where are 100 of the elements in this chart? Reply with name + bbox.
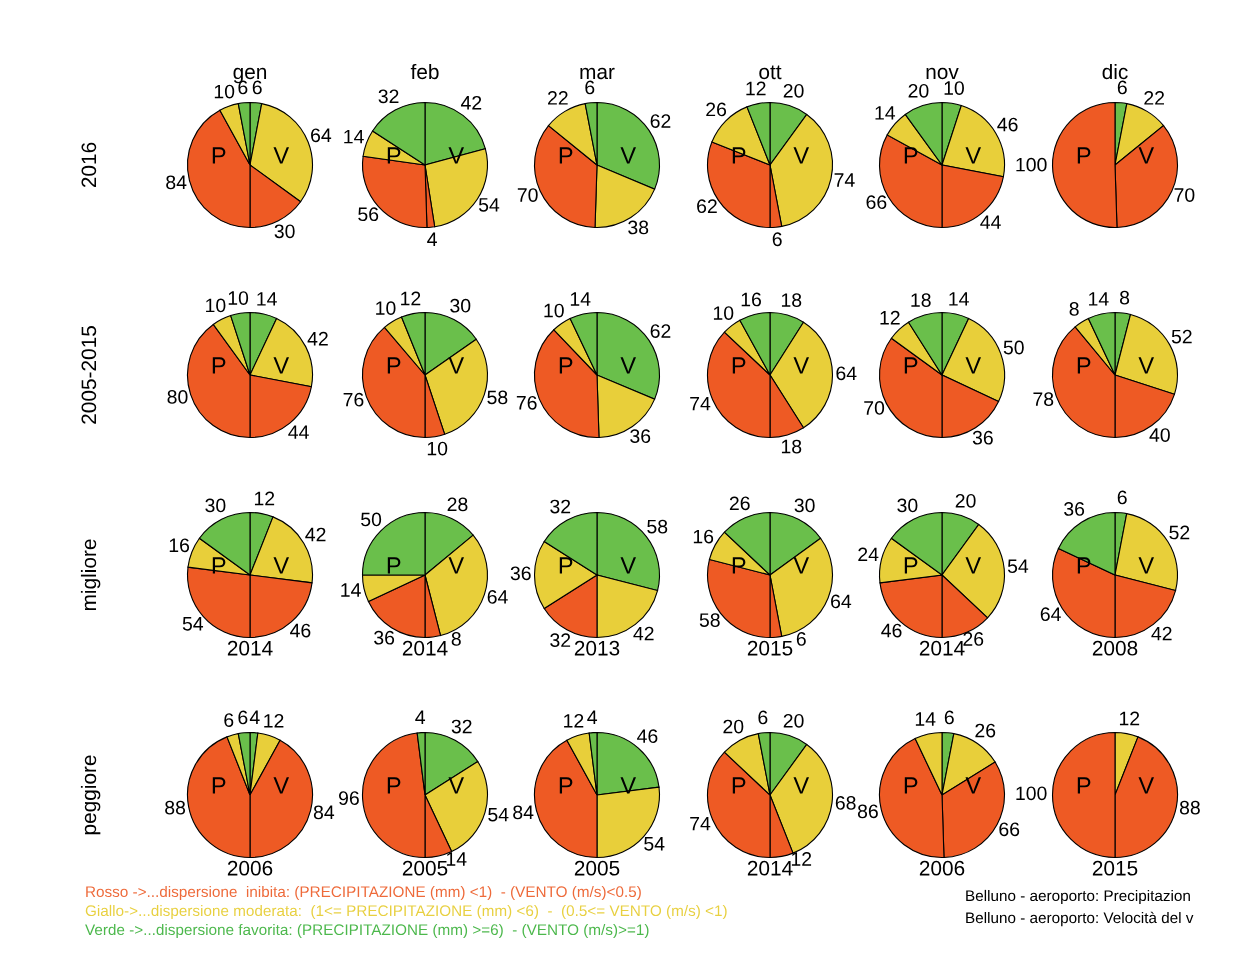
data-label: 10 — [214, 84, 235, 99]
data-label: 32 — [550, 633, 571, 648]
text: P — [1077, 357, 1091, 374]
text: 2014 — [919, 640, 965, 656]
data-label: 64 — [487, 590, 508, 604]
text: P — [904, 777, 918, 794]
text: V — [620, 777, 637, 794]
data-label: 20 — [955, 493, 976, 508]
text: P — [387, 357, 401, 374]
text: V — [793, 777, 810, 794]
data-label: 30 — [205, 498, 226, 513]
data-label: 18 — [781, 293, 802, 307]
data-label: 30 — [897, 498, 918, 513]
data-label: 16 — [169, 538, 190, 553]
data-label: 42 — [305, 527, 326, 542]
text: Belluno - aeroporto: Precipitazion — [966, 889, 1190, 905]
text: V — [1138, 557, 1155, 574]
data-label: 52 — [1169, 525, 1190, 540]
text: V — [448, 777, 465, 794]
chart-title: nov — [926, 67, 959, 80]
data-label: 14 — [446, 852, 467, 866]
data-label: 6 — [758, 710, 768, 725]
text: V — [273, 557, 290, 574]
data-label: 8 — [451, 632, 461, 646]
data-label: 62 — [650, 324, 671, 338]
data-label: 10 — [206, 298, 226, 313]
data-label: 26 — [729, 496, 750, 511]
data-label: 6 — [585, 80, 595, 95]
text: 2005 — [402, 860, 448, 876]
data-label: 78 — [1033, 392, 1054, 407]
data-label: 10 — [944, 81, 964, 95]
data-label: 12 — [880, 310, 900, 325]
data-label: 30 — [274, 224, 295, 239]
text: V — [965, 357, 982, 374]
data-label: 32 — [378, 89, 399, 104]
data-label: 54 — [1007, 559, 1029, 574]
data-label: 22 — [1144, 91, 1165, 105]
data-label: 14 — [875, 106, 896, 120]
text: V — [448, 357, 465, 374]
chart-title: mar — [580, 67, 615, 80]
data-label: 88 — [1179, 800, 1200, 815]
data-label: 16 — [741, 292, 761, 307]
data-label: 70 — [517, 188, 538, 202]
text: 2005-2015 — [81, 326, 97, 424]
data-label: 50 — [1003, 340, 1024, 355]
data-label: 84 — [513, 805, 534, 820]
text: 2014 — [747, 860, 793, 876]
text: P — [387, 557, 401, 574]
data-label: 68 — [835, 796, 856, 810]
data-label: 26 — [963, 632, 984, 646]
data-label: 44 — [980, 215, 1001, 229]
data-label: 96 — [339, 791, 359, 806]
text: P — [1077, 557, 1091, 574]
data-label: 74 — [690, 396, 711, 411]
text: P — [904, 557, 918, 574]
data-label: 100 — [1016, 157, 1047, 172]
text: Rosso ->...dispersione inibita: (PRECIPITAZIONE (mm) <1) - (VENTO (m/s)<0.5) — [86, 885, 641, 901]
data-label: 14 — [1089, 292, 1109, 306]
data-label: 54 — [644, 837, 665, 851]
text: V — [620, 147, 637, 164]
data-label: 6 — [944, 710, 954, 725]
data-label: 10 — [713, 306, 734, 320]
data-label: 4 — [249, 710, 260, 724]
data-label: 50 — [361, 512, 382, 527]
text: P — [559, 147, 573, 164]
text: V — [793, 147, 810, 164]
text: V — [448, 557, 465, 574]
text: V — [793, 357, 810, 374]
data-label: 10 — [427, 441, 448, 456]
data-label: 12 — [791, 852, 812, 866]
data-label: 18 — [911, 293, 931, 307]
data-label: 76 — [343, 392, 364, 407]
data-label: 4 — [587, 710, 598, 724]
chart-title: dic — [1102, 63, 1128, 80]
data-label: 4 — [427, 232, 437, 246]
data-label: 74 — [690, 816, 711, 831]
text: P — [559, 777, 573, 794]
data-label: 74 — [834, 173, 855, 187]
text: P — [732, 777, 746, 794]
text: V — [620, 357, 637, 374]
text: Verde ->...dispersione favorita: (PRECIPITAZIONE (mm) >=6) - (VENTO (m/s)>=1) — [85, 923, 649, 939]
data-label: 66 — [999, 822, 1020, 837]
data-label: 30 — [450, 298, 471, 313]
data-label: 36 — [972, 430, 993, 445]
data-label: 38 — [628, 220, 649, 235]
data-label: 12 — [401, 291, 421, 306]
text: P — [387, 147, 401, 164]
text: P — [387, 777, 401, 794]
text: 2014 — [227, 640, 273, 656]
data-label: 46 — [997, 117, 1018, 132]
text: 2006 — [227, 860, 273, 876]
text: V — [273, 777, 290, 794]
data-label: 42 — [460, 95, 482, 110]
text: migliore — [80, 539, 101, 611]
data-label: 54 — [488, 807, 509, 822]
data-label: 16 — [693, 529, 714, 544]
data-label: 58 — [647, 519, 668, 534]
data-label: 20 — [783, 713, 804, 728]
text: P — [904, 147, 918, 164]
text: V — [273, 147, 290, 164]
